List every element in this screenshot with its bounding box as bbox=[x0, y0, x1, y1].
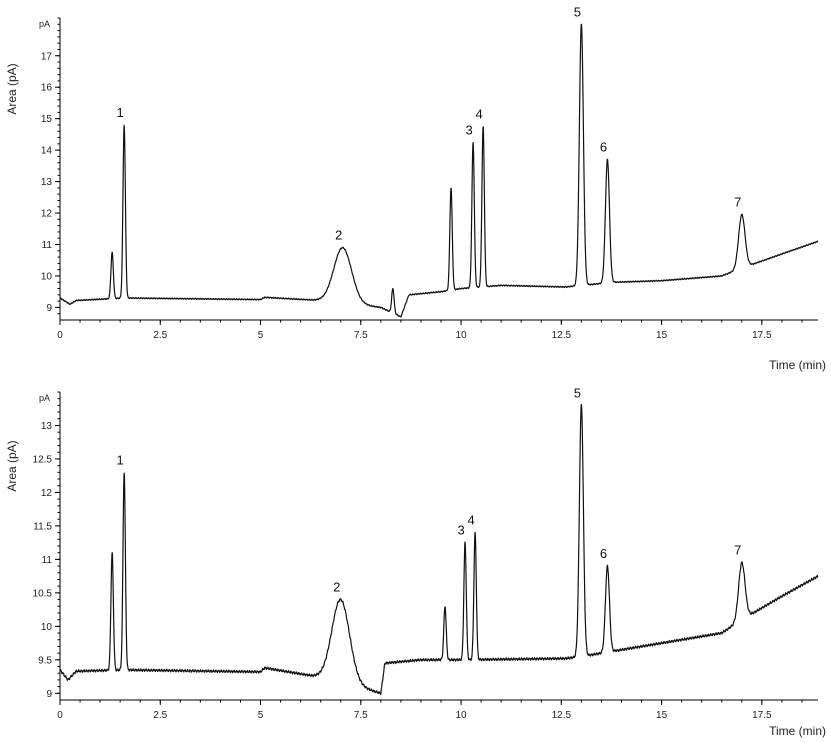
chart-0-x-tick-label: 12.5 bbox=[552, 330, 572, 341]
chart-0-peak-label: 4 bbox=[475, 107, 482, 122]
chart-0-y-tick-label: 13 bbox=[41, 177, 53, 188]
chart-1-x-tick-label: 2.5 bbox=[153, 710, 167, 721]
chart-1-y-tick-label: 12 bbox=[41, 488, 53, 499]
chart-0-x-tick-label: 7.5 bbox=[354, 330, 368, 341]
chart-1-x-tick-label: 17.5 bbox=[752, 710, 772, 721]
chart-0-y-axis-title: Area (pA) bbox=[5, 63, 19, 114]
chart-0-y-tick-label: 12 bbox=[41, 209, 53, 220]
chart-0-x-tick-label: 5 bbox=[258, 330, 264, 341]
chart-1-peak-label: 6 bbox=[600, 546, 607, 561]
chart-0-peak-label: 7 bbox=[734, 195, 741, 210]
chart-1-y-tick-label: 13 bbox=[41, 421, 53, 432]
chart-1-peak-label: 7 bbox=[734, 543, 741, 558]
chart-1-y-tick-label: 9 bbox=[46, 689, 52, 700]
chart-1-signal-trace bbox=[59, 403, 819, 696]
chart-0-y-tick-label: 15 bbox=[41, 114, 53, 125]
chart-1-y-tick-label: 12.5 bbox=[33, 454, 53, 465]
chart-1-x-tick-label: 12.5 bbox=[552, 710, 572, 721]
chart-0-y-tick-label: 10 bbox=[41, 271, 53, 282]
chart-1-x-tick-label: 15 bbox=[656, 710, 668, 721]
chart-1-y-axis-title: Area (pA) bbox=[5, 440, 19, 491]
chart-1-peak-label: 5 bbox=[574, 385, 581, 400]
chart-1-y-tick-label: 11.5 bbox=[33, 521, 52, 532]
chart-0-y-tick-label: 11 bbox=[42, 240, 53, 251]
chart-1-y-tick-label: 10 bbox=[41, 622, 53, 633]
chart-0-peak-label: 1 bbox=[117, 105, 124, 120]
chart-1-peak-label: 4 bbox=[467, 513, 474, 528]
chart-1-x-tick-label: 0 bbox=[57, 710, 63, 721]
chart-0-y-tick-label: 14 bbox=[41, 146, 53, 157]
chart-1-unit-label: pA bbox=[39, 393, 50, 403]
chart-0-unit-label: pA bbox=[39, 19, 50, 29]
chart-1-x-tick-label: 5 bbox=[258, 710, 264, 721]
chart-1-peak-label: 2 bbox=[333, 580, 340, 595]
chart-0-x-tick-label: 15 bbox=[656, 330, 668, 341]
chart-0-y-tick-label: 17 bbox=[41, 51, 53, 62]
chart-0-x-tick-label: 0 bbox=[57, 330, 63, 341]
chart-1-x-tick-label: 10 bbox=[455, 710, 467, 721]
chart-1-x-tick-label: 7.5 bbox=[354, 710, 368, 721]
chart-0-x-axis-title: Time (min) bbox=[769, 358, 826, 372]
chart-0-x-tick-label: 2.5 bbox=[153, 330, 167, 341]
chart-0-x-tick-label: 17.5 bbox=[752, 330, 772, 341]
chart-1-y-tick-label: 11 bbox=[42, 555, 53, 566]
chart-1-x-axis-title: Time (min) bbox=[769, 724, 826, 738]
chart-0-peak-label: 2 bbox=[335, 228, 342, 243]
chart-1-peak-label: 3 bbox=[457, 523, 464, 538]
chart-1-y-tick-label: 10.5 bbox=[33, 588, 53, 599]
chart-0-peak-label: 6 bbox=[600, 140, 607, 155]
chart-0-y-tick-label: 16 bbox=[41, 83, 53, 94]
chart-0-peak-label: 3 bbox=[465, 122, 472, 137]
chart-0-x-tick-label: 10 bbox=[455, 330, 467, 341]
chart-0-signal-trace bbox=[59, 23, 819, 318]
chart-1-peak-label: 1 bbox=[117, 452, 124, 467]
chart-0-y-tick-label: 9 bbox=[46, 303, 52, 314]
chart-0-peak-label: 5 bbox=[574, 4, 581, 19]
chart-1-y-tick-label: 9.5 bbox=[38, 655, 52, 666]
